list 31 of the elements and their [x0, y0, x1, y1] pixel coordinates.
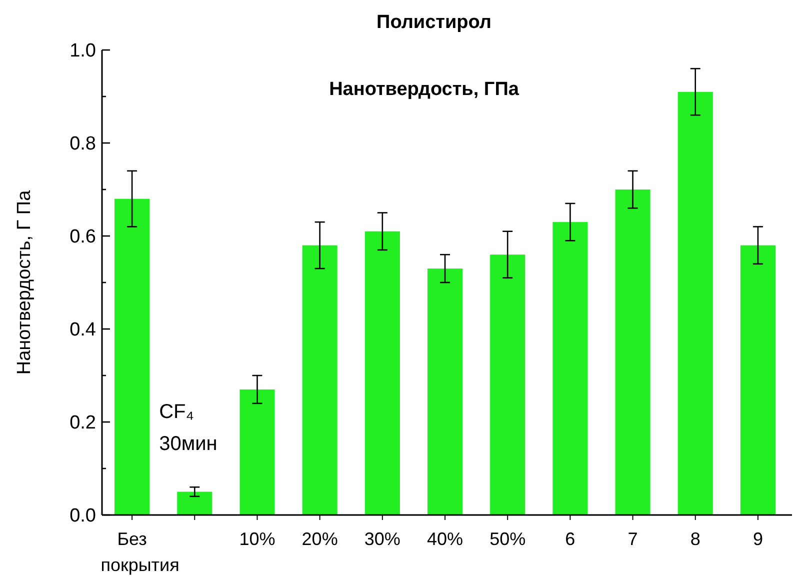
x-tick-label: 40% [426, 529, 464, 549]
x-tick-label: 30% [364, 529, 400, 549]
y-tick-label: 0.8 [70, 134, 96, 155]
bar [740, 245, 776, 515]
x-tick-label: 20% [302, 529, 338, 549]
x-tick-label: 10% [239, 529, 276, 549]
text: Нанотвердость, ГПа [329, 79, 520, 100]
x-tick-label: 7 [628, 529, 638, 549]
bar [615, 190, 650, 515]
bar [302, 245, 338, 515]
bar [114, 198, 150, 515]
bar [678, 92, 713, 515]
bar [552, 222, 588, 515]
bar [427, 268, 463, 515]
x-tick-label: 8 [690, 529, 700, 549]
y-tick-label: 0.4 [70, 320, 96, 341]
x-tick-label: 50% [490, 529, 526, 549]
annotation: CF₄ 30мин [159, 401, 218, 455]
y-tick-label: 0.0 [70, 506, 96, 527]
x-tick-label: 9 [752, 529, 763, 549]
chart-title: Полистирол [376, 12, 492, 33]
y-axis-title: Нанотвердость, Г Па [14, 190, 35, 375]
bar [490, 254, 526, 515]
bar [364, 231, 400, 515]
y-tick-label: 1.0 [70, 40, 96, 62]
x-tick-label: 6 [565, 529, 576, 549]
y-tick-label: 0.2 [70, 412, 96, 434]
x-tick-label: Без покрытия [100, 529, 180, 575]
bar [177, 492, 212, 515]
bar [240, 389, 275, 515]
y-tick-label: 0.6 [70, 226, 96, 248]
